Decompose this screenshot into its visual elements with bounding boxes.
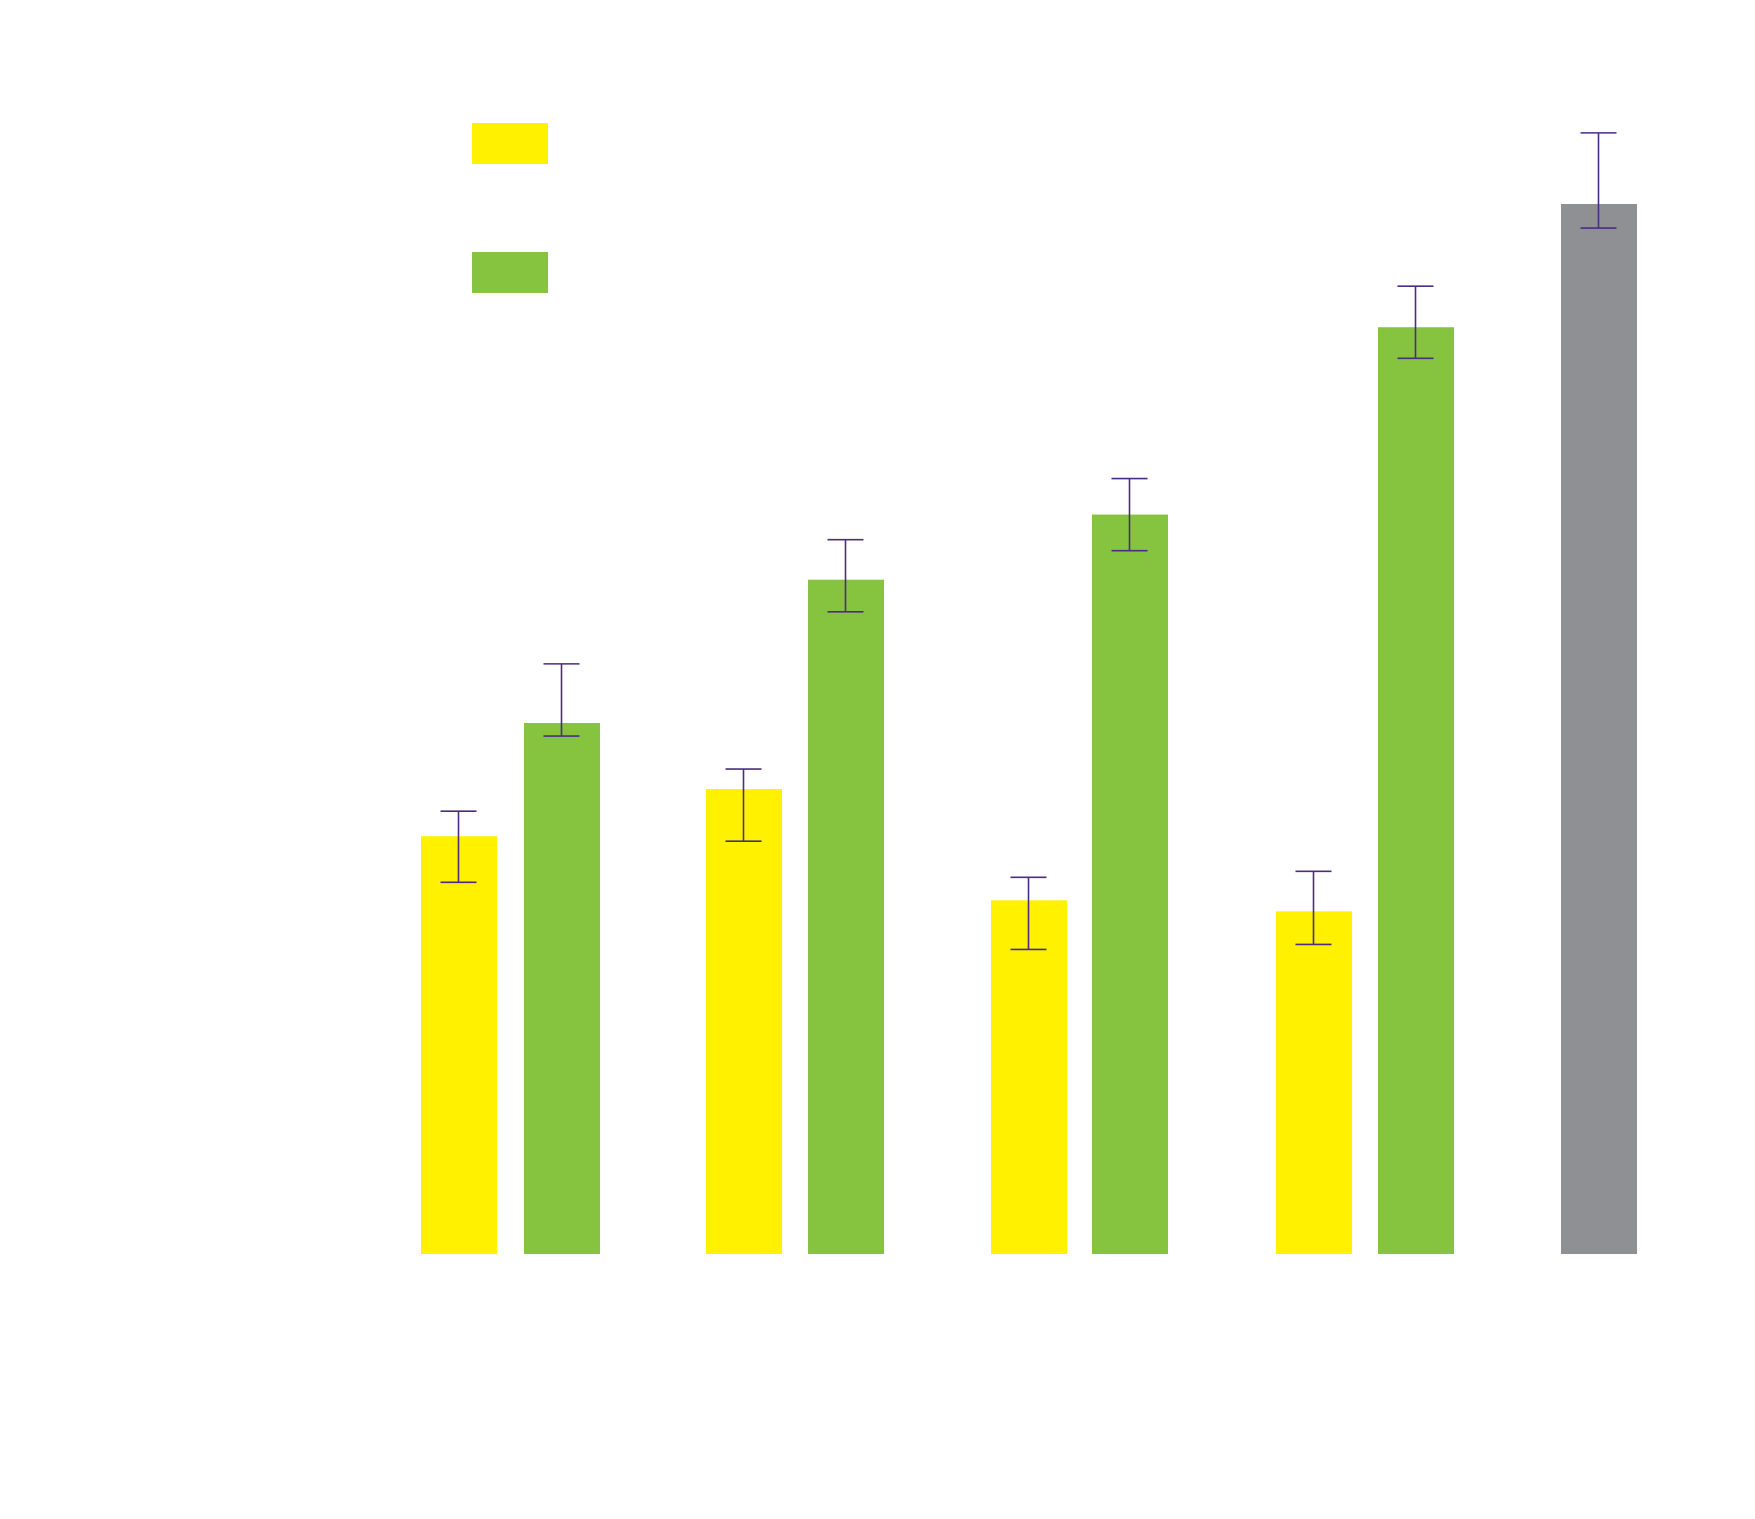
error-bar-series1-group1 [827,538,864,613]
bar-series1-group1 [808,579,884,1254]
legend-swatch-green [472,252,548,293]
error-bars-layer [440,132,1617,951]
error-bar-series0-group2 [1010,876,1047,951]
error-bar-series1-group2 [1111,477,1148,552]
error-bar-series2-group4 [1580,132,1617,229]
bar-series2-group4 [1561,204,1637,1254]
bars-layer [421,204,1637,1254]
bar-series1-group0 [524,722,600,1254]
legend-swatch-yellow [472,123,548,164]
bar-series1-group3 [1378,327,1454,1254]
error-bar-series0-group0 [440,810,477,884]
bar-series0-group0 [421,836,497,1254]
bar-series0-group2 [991,900,1067,1254]
bar-series1-group2 [1092,514,1168,1254]
bar-series0-group1 [706,789,782,1254]
bar-series0-group3 [1276,911,1352,1254]
error-bar-series1-group0 [543,663,580,737]
error-bar-series1-group3 [1397,285,1434,360]
error-bar-series0-group3 [1295,870,1332,946]
error-bar-series0-group1 [725,768,762,843]
